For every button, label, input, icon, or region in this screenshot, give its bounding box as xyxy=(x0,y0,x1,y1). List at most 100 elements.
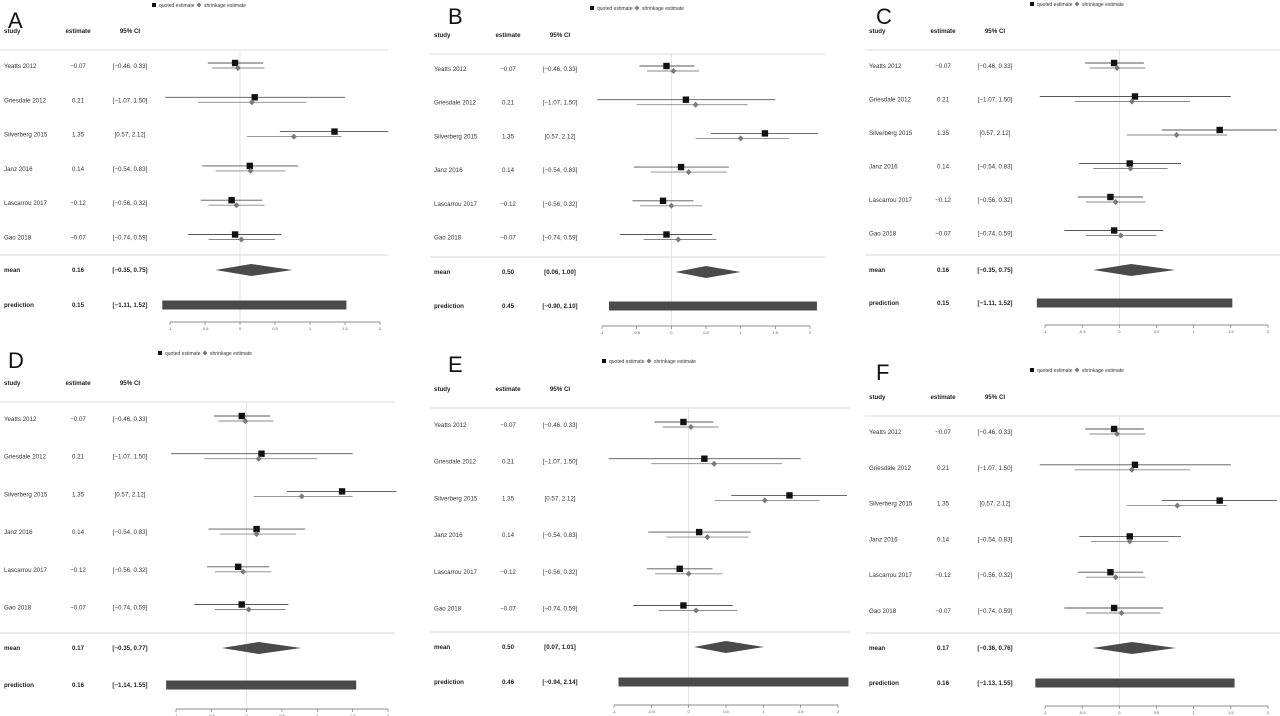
study-estimate: −0.12 xyxy=(70,200,86,207)
study-name: Griesdale 2012 xyxy=(869,465,912,472)
x-axis: -1 -0.5 0 0.5 1 1.5 2 xyxy=(600,325,812,335)
prediction-estimate: 0.45 xyxy=(502,303,515,310)
shrinkage-estimate-marker xyxy=(1114,65,1121,71)
header-ci: 95% CI xyxy=(120,28,141,35)
x-tick-label: 2 xyxy=(1267,329,1270,334)
quoted-estimate-marker xyxy=(1126,533,1133,540)
mean-ci: [−0.35, 0.75] xyxy=(977,267,1012,274)
study-estimate: 0.14 xyxy=(937,536,950,543)
study-row: Griesdale 2012 0.21 [−1.07, 1.50] xyxy=(434,455,801,467)
legend-shrinkage-label: shrinkage estimate xyxy=(654,359,696,365)
shrinkage-estimate-marker xyxy=(290,133,297,140)
study-name: Janz 2016 xyxy=(434,167,463,174)
study-estimate: 0.14 xyxy=(502,532,515,539)
mean-estimate: 0.50 xyxy=(502,269,515,276)
header-study: study xyxy=(869,394,886,401)
header-estimate: estimate xyxy=(930,28,956,35)
header-study: study xyxy=(434,32,451,39)
shrinkage-estimate-marker xyxy=(253,531,260,538)
quoted-estimate-marker xyxy=(1107,193,1114,201)
prediction-ci: [−0.94, 2.14] xyxy=(542,679,577,686)
study-ci: [−0.74, 0.59] xyxy=(113,605,148,612)
study-estimate: 1.35 xyxy=(72,132,85,139)
study-name: Janz 2016 xyxy=(4,529,33,536)
prediction-label: prediction xyxy=(434,679,464,686)
study-estimate: −0.07 xyxy=(70,416,86,423)
header-estimate: estimate xyxy=(495,386,521,393)
quoted-estimate-marker xyxy=(231,231,239,238)
x-tick-label: -1 xyxy=(1043,329,1047,334)
x-tick-label: -0.5 xyxy=(1079,710,1087,715)
header-estimate: estimate xyxy=(65,28,91,35)
quoted-estimate-marker xyxy=(246,162,253,170)
study-ci: [−1.07, 1.50] xyxy=(978,465,1013,472)
study-estimate: 1.35 xyxy=(937,130,950,137)
legend-quoted-marker xyxy=(158,351,162,355)
mean-estimate: 0.50 xyxy=(502,644,515,651)
study-row: Lascarrou 2017 −0.12 [−0.56, 0.32] xyxy=(434,197,703,209)
study-row: Janz 2016 0.14 [−0.54, 0.83] xyxy=(4,162,299,174)
mean-label: mean xyxy=(434,269,450,276)
legend-shrinkage-label: shrinkage estimate xyxy=(210,351,252,357)
shrinkage-estimate-marker xyxy=(693,607,700,614)
legend-shrinkage-marker xyxy=(1074,1,1080,7)
study-name: Silverberg 2015 xyxy=(4,491,48,498)
shrinkage-estimate-marker xyxy=(670,68,677,74)
prediction-estimate: 0.16 xyxy=(937,680,950,687)
shrinkage-estimate-marker xyxy=(687,424,694,430)
study-name: Yeatts 2012 xyxy=(434,422,467,429)
study-estimate: −0.12 xyxy=(70,567,86,574)
panel-letter: F xyxy=(876,360,889,385)
legend-shrinkage-marker xyxy=(202,350,208,356)
study-ci: [−0.54, 0.83] xyxy=(113,529,148,536)
study-name: Silverberg 2015 xyxy=(869,130,913,137)
quoted-estimate-marker xyxy=(331,128,338,135)
prediction-bar xyxy=(166,680,357,690)
quoted-estimate-marker xyxy=(1131,93,1139,100)
x-tick-label: -1 xyxy=(174,713,178,716)
x-tick-label: 0.5 xyxy=(272,326,278,331)
legend-quoted-marker xyxy=(602,359,606,363)
header-study: study xyxy=(4,28,21,35)
prediction-label: prediction xyxy=(4,302,34,309)
legend-quoted-marker xyxy=(1030,368,1034,372)
study-ci: [−0.56, 0.32] xyxy=(543,201,578,208)
mean-diamond xyxy=(1092,642,1176,654)
mean-row: mean 0.16 [−0.35, 0.75] xyxy=(869,264,1176,276)
x-tick-label: 0 xyxy=(246,713,249,716)
study-ci: [−0.56, 0.32] xyxy=(978,572,1013,579)
study-estimate: −0.12 xyxy=(500,201,516,208)
study-ci: [−0.54, 0.83] xyxy=(978,164,1013,171)
study-name: Janz 2016 xyxy=(4,166,33,173)
mean-diamond xyxy=(675,266,741,278)
shrinkage-estimate-marker xyxy=(1112,199,1119,205)
quoted-estimate-marker xyxy=(663,62,670,70)
x-tick-label: -0.5 xyxy=(208,713,216,716)
shrinkage-estimate-marker xyxy=(1112,574,1119,581)
panel-letter: A xyxy=(8,8,23,33)
study-name: Silverberg 2015 xyxy=(434,495,478,502)
quoted-estimate-marker xyxy=(228,197,235,204)
quoted-estimate-marker xyxy=(701,455,708,462)
x-tick-label: -1 xyxy=(600,330,604,335)
study-estimate: 0.21 xyxy=(937,465,950,472)
x-tick-label: 1.5 xyxy=(798,709,804,714)
x-tick-label: 1.5 xyxy=(1228,329,1234,334)
quoted-estimate-marker xyxy=(251,94,258,101)
mean-ci: [−0.36, 0.76] xyxy=(977,645,1012,652)
study-estimate: −0.07 xyxy=(70,235,86,242)
legend-shrinkage-marker xyxy=(196,2,202,8)
study-ci: [−0.74, 0.59] xyxy=(113,235,148,242)
x-tick-label: 0.5 xyxy=(1154,710,1160,715)
prediction-bar xyxy=(1035,678,1235,688)
study-row: Griesdale 2012 0.21 [−1.07, 1.50] xyxy=(869,93,1231,105)
study-estimate: 1.35 xyxy=(937,501,950,508)
prediction-bar xyxy=(608,301,817,311)
study-row: Lascarrou 2017 −0.12 [−0.56, 0.32] xyxy=(869,569,1146,581)
study-row: Griesdale 2012 0.21 [−1.07, 1.50] xyxy=(4,94,345,106)
prediction-estimate: 0.46 xyxy=(502,679,515,686)
shrinkage-estimate-marker xyxy=(234,65,241,71)
